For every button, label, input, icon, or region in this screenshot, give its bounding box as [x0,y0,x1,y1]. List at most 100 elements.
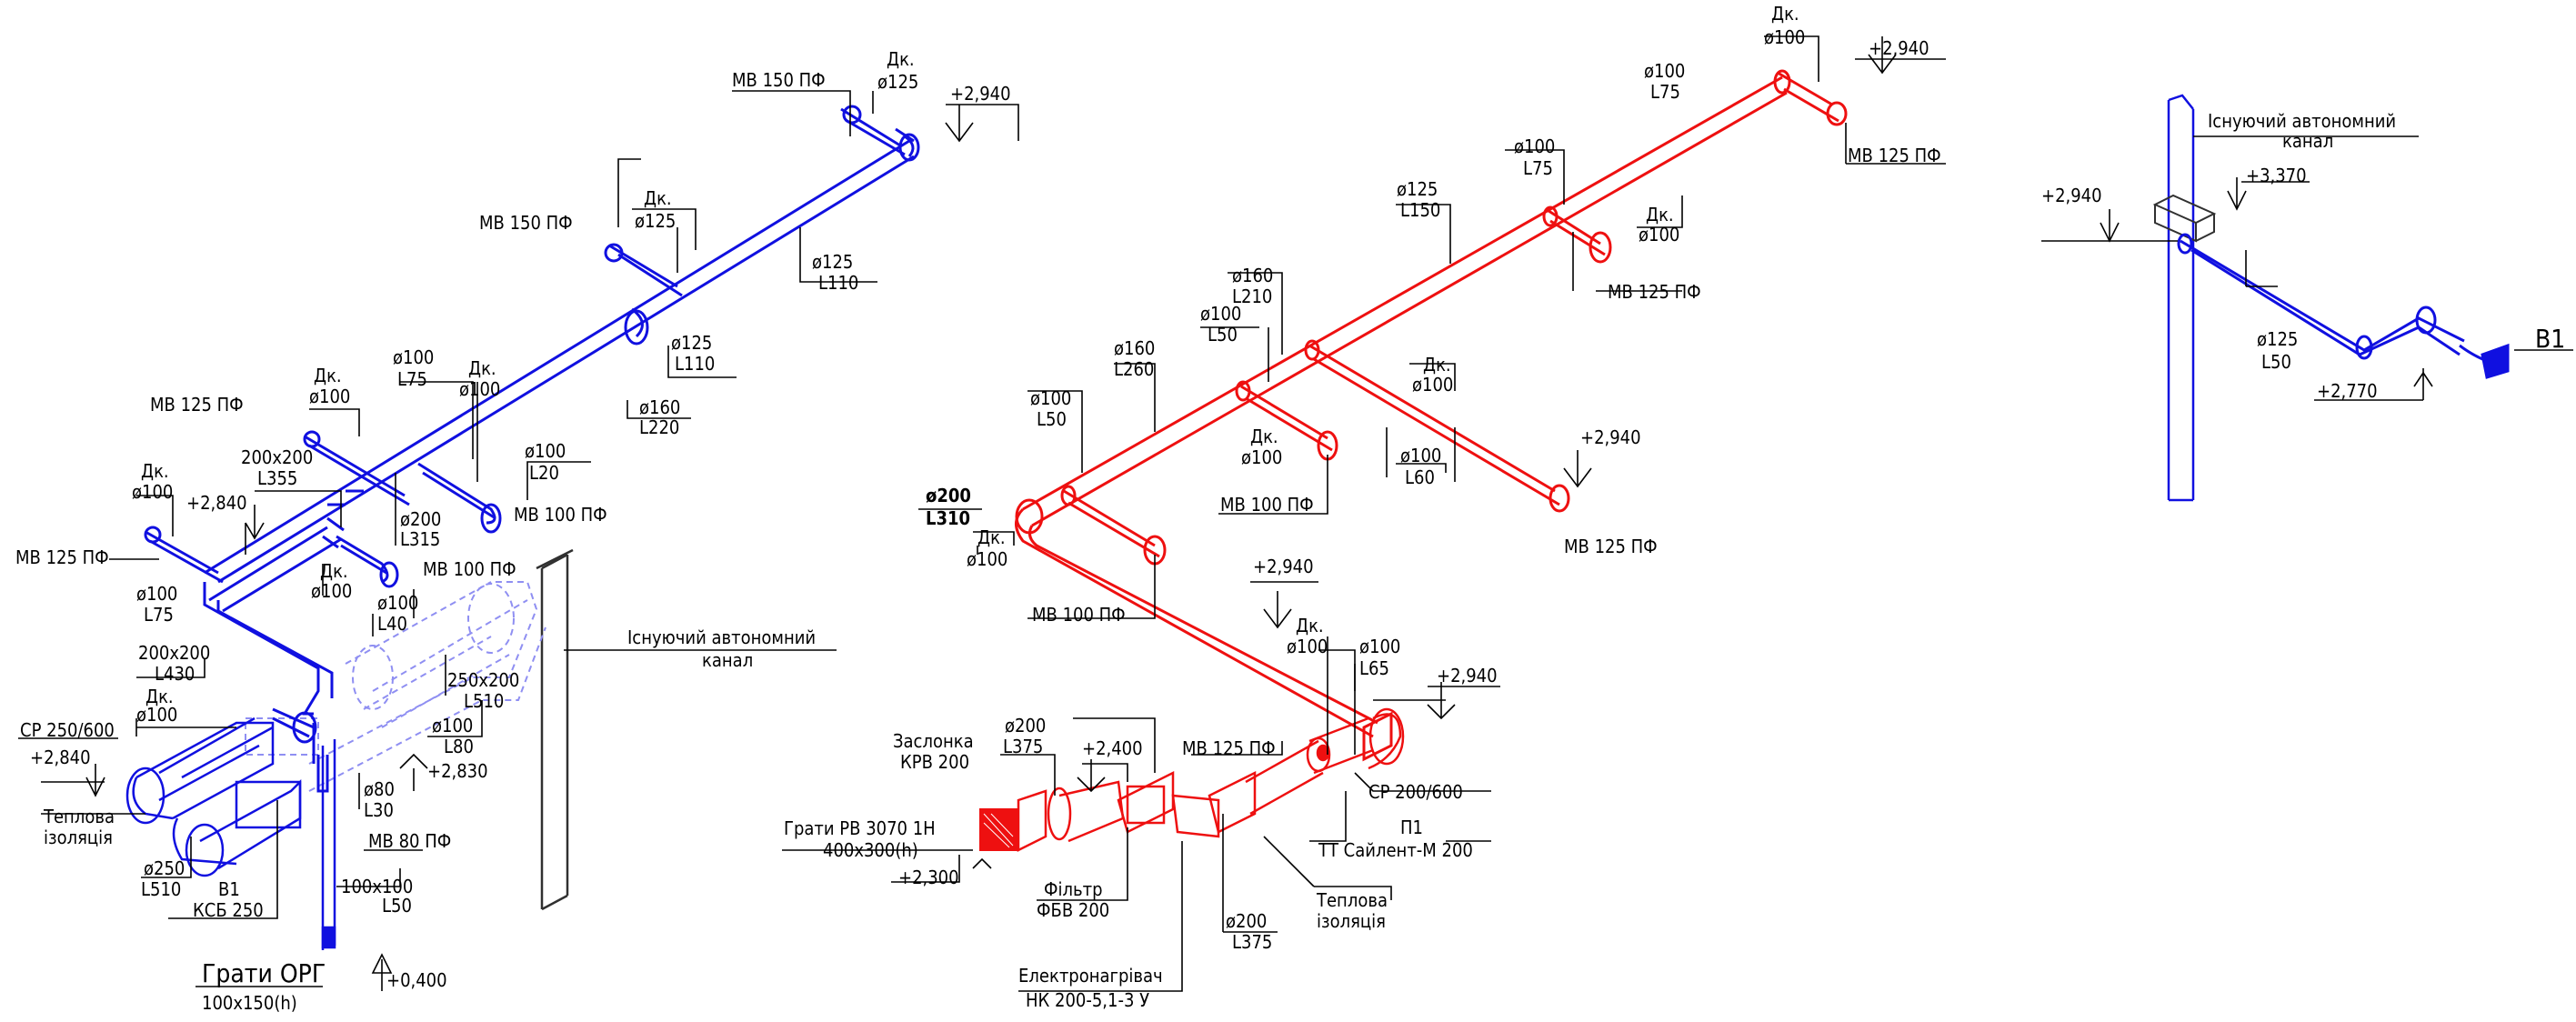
label-d100-5: ø100 [132,481,173,503]
p-label-l75-1: L75 [1650,81,1680,103]
p-label-l60: L60 [1405,466,1435,488]
p-label-d100-3: ø100 [1514,135,1555,157]
label-dk-7: Дк. [145,686,174,707]
p-label-krv200: КРВ 200 [900,751,969,773]
label-b1-left: В1 [218,878,240,900]
label-l50-1: L50 [382,895,412,917]
p-label-l75-2: L75 [1523,157,1553,179]
label-l430: L430 [155,663,195,685]
p-label-l150: L150 [1400,199,1440,221]
label-d100-10: ø100 [432,715,473,736]
supply-system-p1 [979,69,1848,853]
label-existing-channel-2: канал [702,649,753,671]
p-label-elev-2940-4: +2,940 [1437,665,1498,686]
p-label-dk-6: Дк. [1296,615,1324,636]
label-l315: L315 [400,528,440,550]
label-mv125-1: МВ 125 ПФ [150,394,244,416]
label-dk-6: Дк. [320,560,348,582]
label-ksb250: КСБ 250 [193,899,264,921]
labels-system-p1: Дк. ø100 +2,940 ø100 L75 МВ 125 ПФ ø100 … [784,3,1941,1011]
label-izolyatsiya-1: ізоляція [44,827,113,848]
label-elev-2830: +2,830 [427,760,488,782]
label-mv150-1: МВ 150 ПФ [732,69,826,91]
supply-main-duct [1015,69,1848,762]
label-d100-3: ø100 [459,378,500,400]
p-label-heater: Електронагрівач [1018,965,1163,987]
label-elev-2940-a: +2,940 [950,83,1011,105]
label-l110-2: L110 [675,353,715,375]
p-label-d125: ø125 [1397,178,1438,200]
label-d100-8: ø100 [377,592,418,614]
label-dk-1: Дк. [887,48,915,70]
label-l80: L80 [444,736,474,757]
existing-channel-box [2152,194,2217,243]
p-label-fbv200: ФБВ 200 [1037,899,1109,921]
p-label-400x300h: 400x300(h) [823,839,918,861]
p-label-l375-1: L375 [1003,736,1043,757]
label-d100-1: ø100 [309,386,350,407]
label-d100-7: ø100 [136,583,177,605]
label-l75-1: L75 [397,368,427,390]
label-100x150h: 100x150(h) [202,992,297,1014]
p-label-l375-2: L375 [1232,931,1272,953]
p-label-d200-1: ø200 [926,485,971,506]
label-elev-2840-a: +2,840 [186,492,247,514]
label-100x100: 100x100 [341,876,413,897]
p-label-l260: L260 [1114,358,1154,380]
p-label-d200-2: ø200 [1005,715,1046,736]
label-mv80: МВ 80 ПФ [368,830,451,852]
p-label-p1: П1 [1400,817,1423,838]
p-label-d100-9: ø100 [1400,445,1441,466]
label-d100-9: ø100 [136,704,177,726]
p-label-d100-12: ø100 [1359,636,1400,657]
p-label-mv125-3: МВ 125 ПФ [1564,536,1658,557]
grille-rv-3070-1n [979,808,1017,851]
label-sr250: СР 250/600 [20,719,115,741]
labels-system-b1: МВ 150 ПФ Дк. ø125 +2,940 МВ 150 ПФ Дк. … [15,48,1011,1014]
p-label-l65: L65 [1359,657,1389,679]
p-label-nk200: НК 200-5,1-3 У [1026,989,1149,1011]
p-label-d100-2: ø100 [1644,60,1685,82]
p-label-d100-1: ø100 [1764,26,1805,48]
label-dk-3: Дк. [314,365,342,386]
p-label-izolyatsiya-2: ізоляція [1317,910,1386,932]
p-label-filter: Фільтр [1044,878,1103,900]
p-label-d160-1: ø160 [1232,265,1273,286]
label-dk-2: Дк. [644,187,672,209]
r-label-existing-channel-1: Існуючий автономний [2208,110,2396,132]
exhaust-system-b1-right [2152,94,2510,502]
p-label-elev-2940-1: +2,940 [1869,37,1929,59]
p-label-teplova-2: Теплова [1316,889,1388,911]
label-200x200-1: 200x200 [241,446,313,468]
label-d100-6: ø100 [311,580,352,602]
r-label-elev-3370: +3,370 [2246,165,2307,186]
r-label-existing-channel-2: канал [2282,130,2333,152]
label-mv100-1: МВ 100 ПФ [514,504,607,526]
leader-lines [18,35,2573,992]
r-label-elev-2940: +2,940 [2041,185,2102,206]
p-label-dk-5: Дк. [977,526,1006,548]
label-d125-3: ø125 [812,251,853,273]
p-label-elev-2300: +2,300 [898,867,959,888]
p-label-d100-10: ø100 [967,548,1007,570]
p-label-d100-8: ø100 [1241,446,1282,468]
p-label-elev-2400: +2,400 [1082,737,1143,759]
label-d125-2: ø125 [635,210,676,232]
p-label-d100-7: ø100 [1030,387,1071,409]
label-l30: L30 [364,799,394,821]
p-label-dk-1: Дк. [1771,3,1799,25]
p-label-d100-4: ø100 [1639,224,1679,245]
label-dk-4: Дк. [468,357,496,379]
p-label-mv125-4: МВ 125 ПФ [1182,737,1276,759]
label-existing-channel-1: Існуючий автономний [627,626,816,648]
r-label-d125: ø125 [2257,328,2298,350]
label-200x200-2: 200x200 [138,642,210,664]
label-250x200: 250x200 [447,669,519,691]
label-d250: ø250 [144,857,185,879]
label-mv100-2: МВ 100 ПФ [423,558,516,580]
supply-unit-equipment [1017,707,1405,853]
p-label-l210: L210 [1232,286,1272,307]
label-d80: ø80 [364,778,395,800]
p-label-d200-3: ø200 [1226,910,1267,932]
